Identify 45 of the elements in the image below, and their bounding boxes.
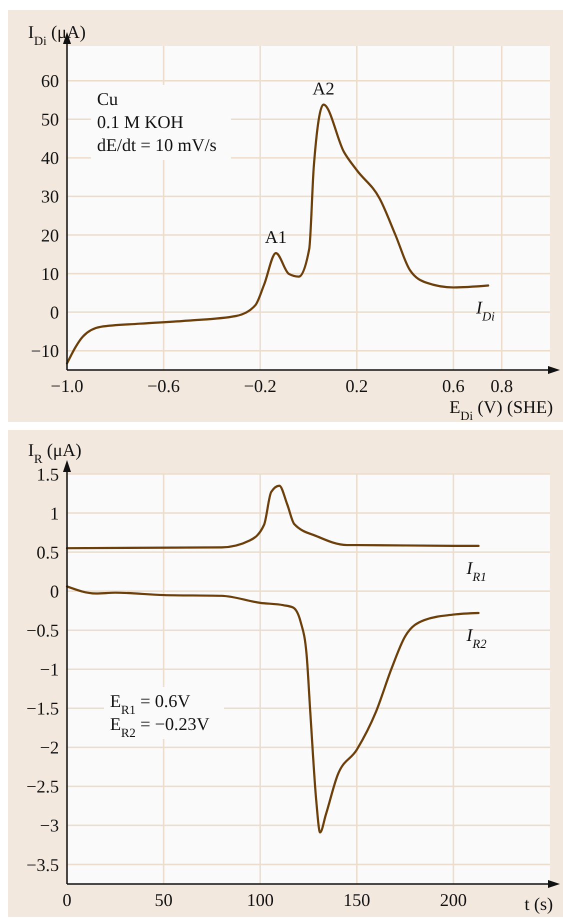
y-tick-label: 40 xyxy=(41,148,59,168)
x-tick-label: 0.2 xyxy=(346,376,368,396)
y-tick-label: −1 xyxy=(40,660,59,680)
x-axis-title: E$_{Di}$ (V) (SHE) xyxy=(449,397,553,423)
y-tick-label: 0 xyxy=(50,581,59,602)
y-tick-label: −3 xyxy=(40,816,59,836)
annotation: E$_{R1}$ = 0.6V xyxy=(110,691,190,717)
y-tick-label: −2.5 xyxy=(26,776,59,797)
series-label: I$_{R1}$ xyxy=(466,558,487,584)
y-tick-label: −10 xyxy=(30,341,59,362)
y-tick-label: 20 xyxy=(41,225,59,246)
y-tick-label: 30 xyxy=(41,186,59,207)
annotation: E$_{R2}$ = −0.23V xyxy=(110,714,210,740)
annotation: Cu xyxy=(97,89,118,109)
y-tick-label: 50 xyxy=(41,110,59,130)
x-tick-label: 50 xyxy=(154,890,173,910)
y-tick-label: 0 xyxy=(50,302,59,322)
series-label: I$_{R2}$ xyxy=(466,625,488,652)
x-tick-label: 0.8 xyxy=(490,376,513,396)
x-tick-label: 200 xyxy=(440,890,467,910)
y-axis-title: I$_{Di}$ (μA) xyxy=(28,22,86,48)
y-tick-label: −0.5 xyxy=(26,620,59,640)
annotation: 0.1 M KOH xyxy=(97,112,184,132)
y-axis-title: I$_{R}$ (μA) xyxy=(28,440,82,466)
y-tick-label: 60 xyxy=(41,71,59,92)
y-tick-label: 1 xyxy=(50,503,59,524)
annotation: A2 xyxy=(312,78,334,99)
x-tick-label: −0.6 xyxy=(147,376,180,396)
annotation: dE/dt = 10 mV/s xyxy=(97,135,217,155)
y-tick-label: −1.5 xyxy=(26,698,59,719)
x-axis-title: t (s) xyxy=(524,894,553,914)
x-tick-label: 100 xyxy=(246,890,274,910)
y-tick-label: −2 xyxy=(40,738,59,758)
y-tick-label: 0.5 xyxy=(36,542,59,562)
x-tick-label: −1.0 xyxy=(50,376,84,396)
y-tick-label: −3.5 xyxy=(26,854,59,875)
annotation: A1 xyxy=(264,227,287,248)
x-tick-label: −0.2 xyxy=(244,376,277,396)
y-tick-label: 10 xyxy=(41,264,59,284)
x-tick-label: 150 xyxy=(343,890,370,910)
x-tick-label: 0.6 xyxy=(442,376,465,396)
x-tick-label: 0 xyxy=(62,890,72,910)
y-tick-label: 1.5 xyxy=(36,464,59,484)
series-label: I$_{Di}$ xyxy=(475,298,496,324)
line-series xyxy=(66,484,480,550)
